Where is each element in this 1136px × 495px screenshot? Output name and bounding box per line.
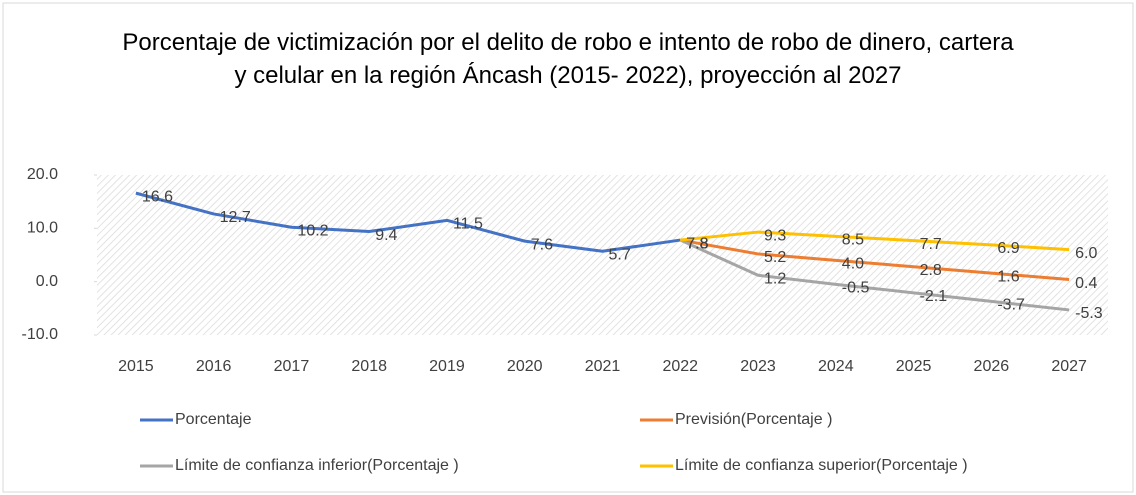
- data-label: 6.9: [997, 240, 1019, 257]
- legend-label: Límite de confianza inferior(Porcentaje …: [175, 457, 459, 474]
- y-tick-label: 10.0: [27, 220, 58, 237]
- x-tick-label: 2020: [507, 358, 543, 375]
- data-label: 4.0: [842, 256, 864, 273]
- data-label: 7.6: [531, 236, 553, 253]
- series-line: [680, 230, 1070, 252]
- data-label: 5.7: [609, 246, 631, 263]
- data-label: 5.2: [764, 249, 786, 266]
- legend-label: Porcentaje: [175, 411, 252, 428]
- data-label: 6.0: [1075, 245, 1097, 262]
- data-label: 11.5: [453, 216, 483, 233]
- legend-label: Previsión(Porcentaje ): [675, 411, 832, 428]
- x-tick-label: 2022: [662, 358, 698, 375]
- data-label: 16.6: [142, 188, 173, 205]
- x-tick-label: 2016: [196, 358, 232, 375]
- data-label: 8.5: [842, 232, 864, 249]
- series-line: [680, 238, 1070, 282]
- data-label: 12.7: [220, 209, 251, 226]
- data-label: -5.3: [1075, 305, 1103, 322]
- data-label: 9.4: [375, 227, 397, 244]
- data-label: 0.4: [1075, 275, 1097, 292]
- x-tick-label: 2023: [740, 358, 776, 375]
- series-line: [679, 238, 1070, 312]
- y-tick-label: -10.0: [22, 326, 59, 343]
- x-tick-label: 2017: [274, 358, 310, 375]
- data-label: -0.5: [842, 280, 870, 297]
- y-tick-label: 0.0: [36, 273, 58, 290]
- data-label: 2.8: [920, 262, 942, 279]
- plot-area: [97, 175, 1108, 335]
- x-tick-label: 2015: [118, 358, 154, 375]
- chart-title: Porcentaje de victimización por el delit…: [122, 29, 1014, 89]
- series-line: [135, 191, 681, 253]
- y-tick-label: 20.0: [27, 166, 58, 183]
- data-label: 9.3: [764, 227, 786, 244]
- x-tick-label: 2027: [1051, 358, 1087, 375]
- data-label: 1.2: [764, 270, 786, 287]
- data-label: 10.2: [297, 222, 328, 239]
- legend-label: Límite de confianza superior(Porcentaje …: [675, 457, 968, 474]
- data-label: 7.8: [686, 235, 708, 252]
- x-tick-label: 2021: [585, 358, 621, 375]
- x-tick-label: 2018: [351, 358, 387, 375]
- x-tick-label: 2024: [818, 358, 854, 375]
- data-label: -3.7: [997, 297, 1025, 314]
- x-tick-label: 2019: [429, 358, 465, 375]
- data-label: -2.1: [920, 288, 948, 305]
- x-tick-label: 2026: [974, 358, 1010, 375]
- data-label: 7.7: [920, 236, 942, 253]
- x-tick-label: 2025: [896, 358, 932, 375]
- data-label: 1.6: [997, 268, 1019, 285]
